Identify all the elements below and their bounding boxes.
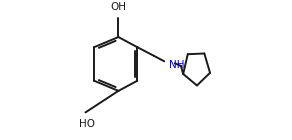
- Text: HO: HO: [79, 119, 95, 129]
- Text: NH: NH: [169, 60, 185, 70]
- Text: OH: OH: [110, 2, 126, 12]
